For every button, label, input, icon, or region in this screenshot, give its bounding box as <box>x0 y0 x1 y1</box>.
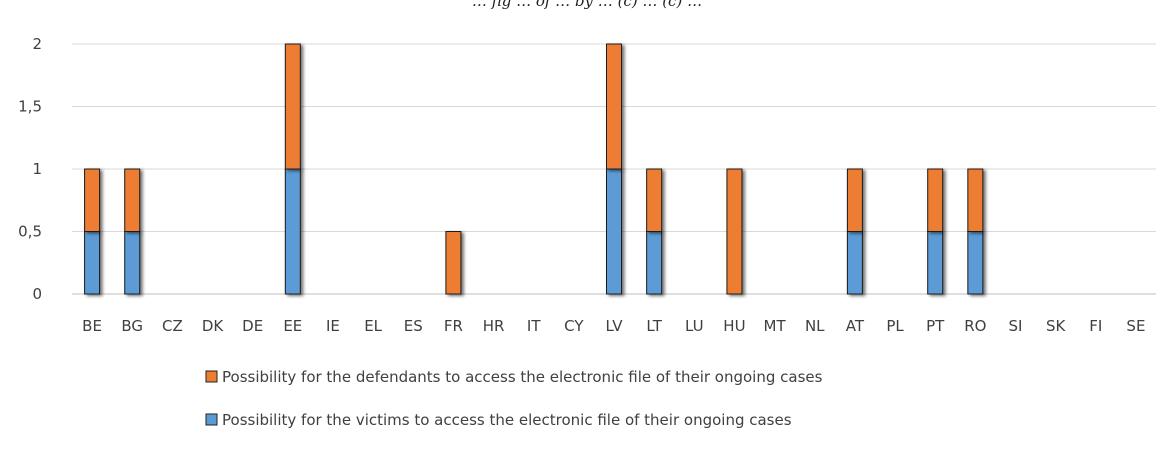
bar-defendants-fr <box>445 231 462 295</box>
y-tick-label: 0 <box>32 285 42 303</box>
legend: Possibility for the defendants to access… <box>205 368 823 429</box>
bars <box>84 43 984 295</box>
x-tick-label: NL <box>805 317 825 335</box>
legend-label-victims: Possibility for the victims to access th… <box>222 411 792 429</box>
x-tick-label: LU <box>685 317 704 335</box>
x-tick-label: MT <box>764 317 787 335</box>
bar-victims-lt <box>646 231 663 295</box>
x-tick-label: RO <box>964 317 986 335</box>
bar-victims-bg <box>124 231 141 295</box>
bar-victims-ee <box>284 168 301 295</box>
bar-defendants-lt <box>646 168 663 232</box>
bar-defendants-be <box>84 168 101 232</box>
chart-title: … fig … of … by … (c) … (c) … <box>472 0 702 10</box>
x-tick-label: EE <box>283 317 302 335</box>
y-tick-label: 0,5 <box>18 223 42 241</box>
x-tick-label: SE <box>1126 317 1145 335</box>
y-tick-label: 1 <box>32 160 42 178</box>
legend-label-defendants: Possibility for the defendants to access… <box>222 368 823 386</box>
y-tick-label: 2 <box>32 35 42 53</box>
y-tick-label: 1,5 <box>18 98 42 116</box>
x-tick-label: IT <box>527 317 541 335</box>
bar-defendants-hu <box>726 168 743 295</box>
x-tick-label: LV <box>606 317 624 335</box>
x-tick-label: CZ <box>162 317 183 335</box>
x-tick-label: SK <box>1046 317 1067 335</box>
bar-defendants-pt <box>927 168 944 232</box>
bar-victims-be <box>84 231 101 295</box>
legend-swatch-victims <box>205 413 218 426</box>
x-tick-label: BE <box>82 317 102 335</box>
bar-defendants-lv <box>606 43 622 170</box>
x-tick-label: AT <box>846 317 865 335</box>
legend-swatch-defendants <box>205 370 218 383</box>
x-tick-label: FR <box>444 317 463 335</box>
x-tick-label: HU <box>723 317 745 335</box>
x-tick-label: IE <box>326 317 340 335</box>
bar-defendants-at <box>846 168 863 232</box>
x-tick-label: DK <box>202 317 225 335</box>
x-tick-label: HR <box>483 317 505 335</box>
x-tick-label: BG <box>121 317 143 335</box>
x-tick-label: PL <box>886 317 904 335</box>
bar-victims-lv <box>606 168 622 295</box>
x-tick-label: SI <box>1009 317 1023 335</box>
x-tick-label: LT <box>646 317 662 335</box>
y-axis: 0 0,5 1 1,5 2 <box>18 35 42 303</box>
x-tick-label: DE <box>242 317 263 335</box>
x-axis: BE BG CZ DK DE EE IE EL ES FR HR IT CY LV LT LU HU MT NL AT… <box>82 317 1145 335</box>
bar-defendants-bg <box>124 168 141 232</box>
x-tick-label: PT <box>926 317 945 335</box>
bar-victims-pt <box>927 231 944 295</box>
bar-defendants-ee <box>284 43 301 170</box>
x-tick-label: FI <box>1089 317 1102 335</box>
x-tick-label: CY <box>564 317 584 335</box>
bar-defendants-ro <box>967 168 984 232</box>
bar-victims-at <box>846 231 863 295</box>
bar-victims-ro <box>967 231 984 295</box>
x-tick-label: EL <box>364 317 382 335</box>
x-tick-label: ES <box>404 317 423 335</box>
